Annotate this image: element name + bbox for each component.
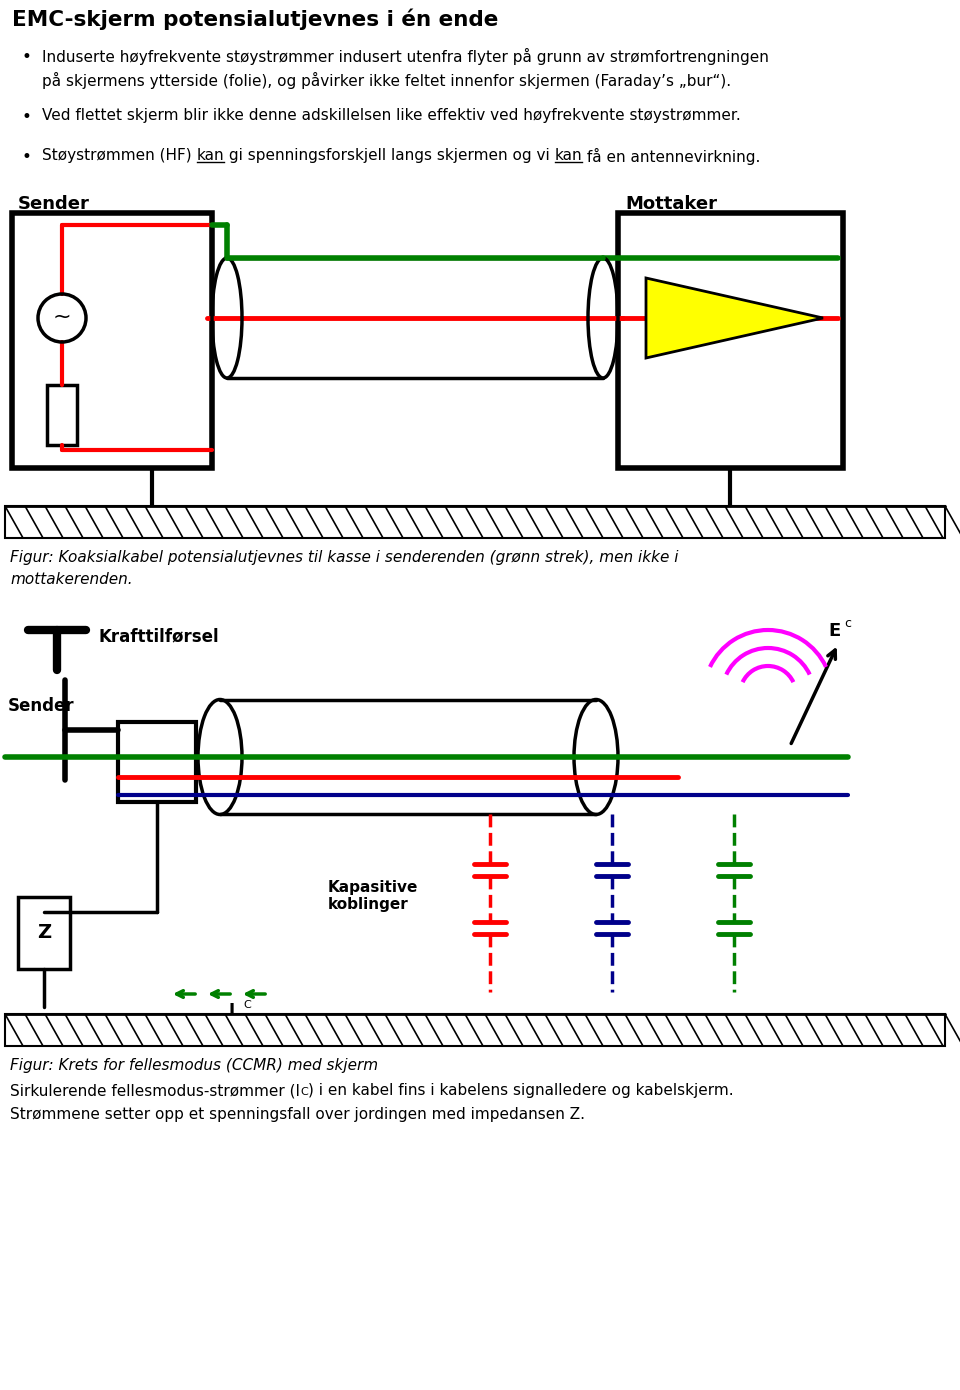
Text: få en antennevirkning.: få en antennevirkning. [583,147,760,165]
Text: Mottaker: Mottaker [625,195,717,213]
Bar [618,213,843,468]
Text: på skjermens ytterside (folie), og påvirker ikke feltet innenfor skjermen (Farad: på skjermens ytterside (folie), og påvir… [42,72,732,89]
Text: ) i en kabel fins i kabelens signalledere og kabelskjerm.: ) i en kabel fins i kabelens signalleder… [308,1083,733,1098]
Text: Figur: Koaksialkabel potensialutjevnes til kasse i senderenden (grønn strek), me: Figur: Koaksialkabel potensialutjevnes t… [10,550,679,564]
Text: c: c [844,617,851,630]
Bar [5,506,945,538]
Text: Z: Z [36,923,51,942]
Text: EMC-skjerm potensialutjevnes i én ende: EMC-skjerm potensialutjevnes i én ende [12,8,498,29]
Text: Figur: Krets for fellesmodus (CCMR) med skjerm: Figur: Krets for fellesmodus (CCMR) med … [10,1058,378,1073]
Text: Sender: Sender [8,696,75,714]
Text: Sender: Sender [18,195,90,213]
Text: kan: kan [555,147,583,163]
Text: E: E [828,621,840,639]
Text: Kapasitive
koblinger: Kapasitive koblinger [328,880,419,912]
Text: mottakerenden.: mottakerenden. [10,573,132,587]
Bar [5,1013,945,1047]
Text: Sirkulerende fellesmodus-strømmer (I: Sirkulerende fellesmodus-strømmer (I [10,1083,300,1098]
Text: Induserte høyfrekvente støystrømmer indusert utenfra flyter på grunn av strømfor: Induserte høyfrekvente støystrømmer indu… [42,49,769,65]
Text: ~: ~ [53,307,71,327]
Bar [47,385,77,445]
Text: C: C [243,999,251,1011]
Bar [18,897,70,969]
Polygon shape [646,278,823,359]
Text: •: • [22,108,32,126]
Text: I: I [228,1002,234,1020]
Text: Strømmene setter opp et spenningsfall over jordingen med impedansen Z.: Strømmene setter opp et spenningsfall ov… [10,1106,585,1122]
Bar [118,721,196,802]
Text: Ved flettet skjerm blir ikke denne adskillelsen like effektiv ved høyfrekvente s: Ved flettet skjerm blir ikke denne adski… [42,108,741,122]
Text: •: • [22,147,32,165]
Text: C: C [300,1087,308,1097]
Text: Støystrømmen (HF): Støystrømmen (HF) [42,147,197,163]
Text: gi spenningsforskjell langs skjermen og vi: gi spenningsforskjell langs skjermen og … [224,147,555,163]
Text: Krafttilførsel: Krafttilførsel [98,627,219,645]
Text: •: • [22,49,32,65]
Text: kan: kan [197,147,224,163]
Bar [12,213,212,468]
